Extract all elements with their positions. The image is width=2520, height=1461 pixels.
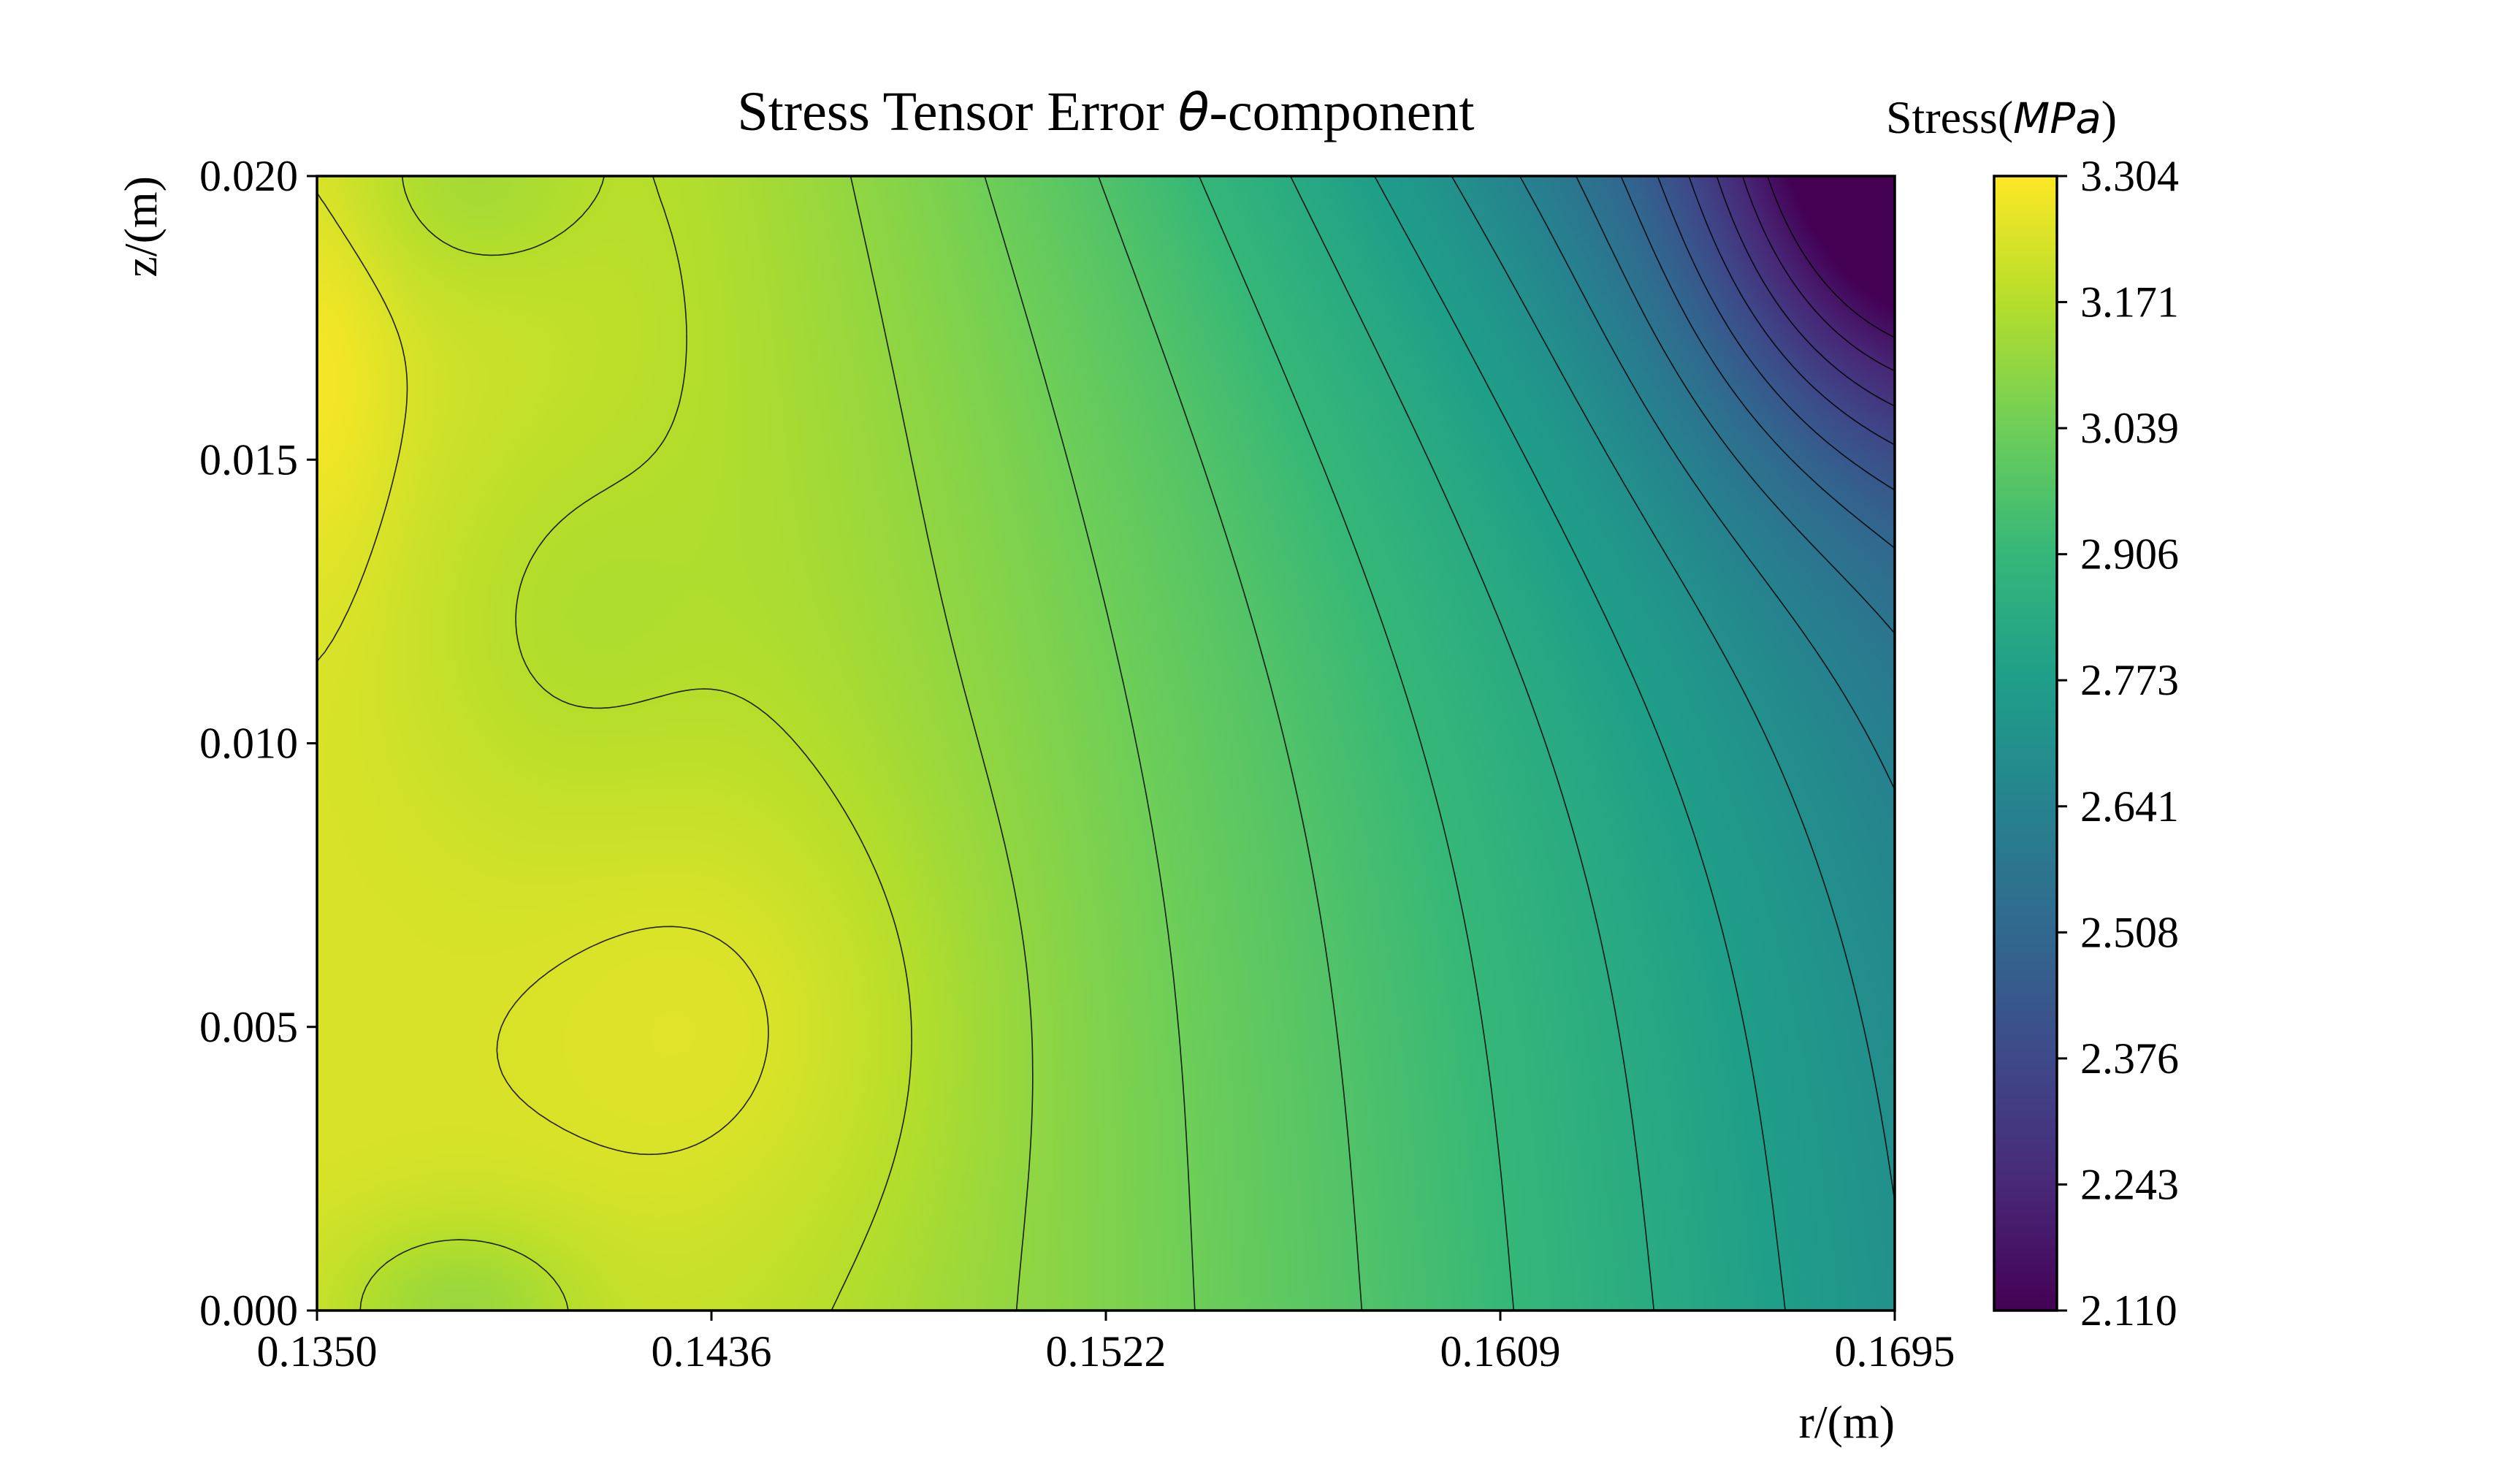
x-axis-label: r/(m) xyxy=(1799,1396,1895,1448)
colorbar-tick-label: 2.906 xyxy=(2080,530,2179,579)
colorbar-label: Stress(MPa) xyxy=(1886,91,2117,143)
colorbar-tick-label: 3.039 xyxy=(2080,404,2179,452)
contour-line-3 xyxy=(1716,176,1895,407)
contour-line-11 xyxy=(1289,176,1655,1311)
colorbar-gradient xyxy=(1994,176,2057,1311)
contour-line-1 xyxy=(1767,176,1895,338)
colorbar-tick-label: 3.304 xyxy=(2080,152,2179,200)
contour-line-15 xyxy=(849,176,1034,1311)
colorbar-frame xyxy=(1993,175,2058,1312)
contour-line-13 xyxy=(1097,176,1363,1311)
y-axis: 0.000 0.005 0.010 0.015 0.020 xyxy=(199,152,317,1335)
x-tick-label: 0.1609 xyxy=(1440,1327,1561,1376)
y-tick-label: 0.015 xyxy=(199,435,298,484)
colorbar: 2.110 2.243 2.376 2.508 2.641 2.773 2.906 3.039… xyxy=(1886,91,2179,1335)
y-tick-label: 0.005 xyxy=(199,1003,298,1051)
x-tick-label: 0.1695 xyxy=(1835,1327,1955,1376)
x-tick-label: 0.1350 xyxy=(257,1327,378,1376)
colorbar-tick-label: 2.110 xyxy=(2080,1286,2177,1335)
contour-line-17 xyxy=(317,192,769,1156)
contour-line-10 xyxy=(1373,176,1786,1311)
heatmap-field xyxy=(317,176,1895,1311)
contour-lines xyxy=(317,176,1895,1311)
y-tick-label: 0.010 xyxy=(199,720,298,768)
colorbar-tick-label: 2.773 xyxy=(2080,656,2179,704)
y-axis-label: z/(m) xyxy=(115,176,167,278)
chart-title: Stress Tensor Error θ-component xyxy=(737,81,1474,142)
colorbar-tick-label: 2.243 xyxy=(2080,1160,2179,1208)
contour-line-2 xyxy=(1741,176,1895,372)
contour-line-14 xyxy=(984,176,1196,1311)
contour-line-12 xyxy=(1198,176,1515,1311)
x-tick-label: 0.1522 xyxy=(1046,1327,1167,1376)
x-tick-label: 0.1436 xyxy=(652,1327,772,1376)
colorbar-tick-label: 2.641 xyxy=(2080,782,2179,831)
contour-line-5 xyxy=(1657,176,1895,491)
contour-line-8 xyxy=(1519,176,1895,790)
colorbar-tick-label: 3.171 xyxy=(2080,278,2179,327)
colorbar-ticks: 2.110 2.243 2.376 2.508 2.641 2.773 2.906 3.039… xyxy=(2057,152,2179,1335)
heatmap-image xyxy=(317,176,1895,1311)
x-axis: 0.1350 0.1436 0.1522 0.1609 0.1695 xyxy=(257,1311,1955,1376)
colorbar-tick-label: 2.508 xyxy=(2080,908,2179,956)
colorbar-tick-label: 2.376 xyxy=(2080,1034,2179,1083)
contour-line-16 xyxy=(359,176,912,1311)
y-tick-label: 0.000 xyxy=(199,1286,298,1335)
y-tick-label: 0.020 xyxy=(199,152,298,200)
